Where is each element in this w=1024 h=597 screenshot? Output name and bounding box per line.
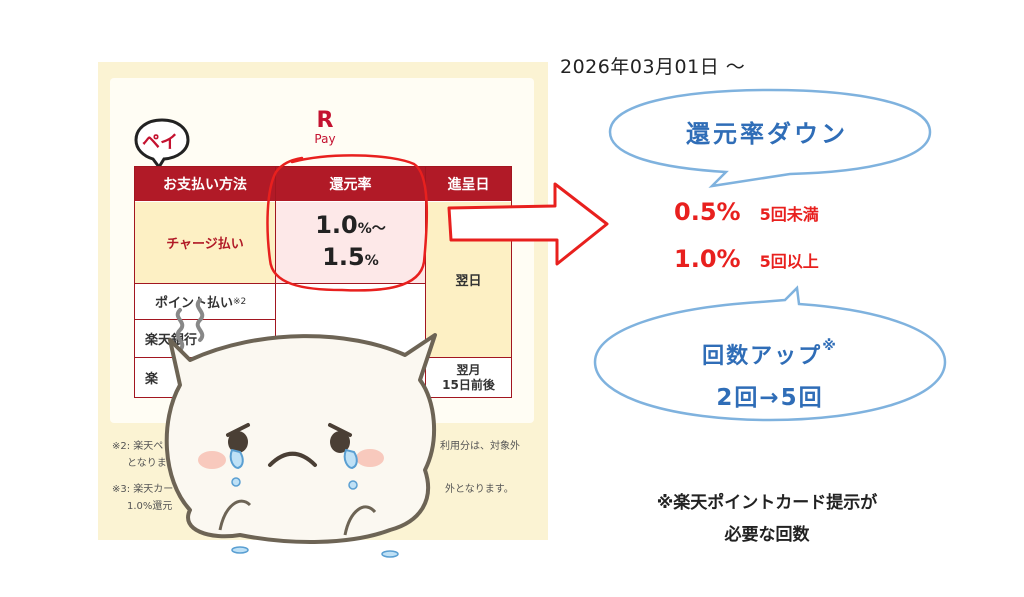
row1-method-text: チャージ払い: [166, 237, 244, 252]
footnote-line-2: 必要な回数: [724, 525, 810, 545]
pay-badge-text: ペイ: [142, 132, 178, 153]
rate-line-2-value: 1.0%: [674, 245, 741, 273]
grid-line: [135, 283, 426, 284]
note-3-start: ※3: 楽天カー: [112, 484, 174, 495]
note-2-start: ※2: 楽天ペ: [112, 441, 164, 452]
crying-character: [164, 298, 437, 558]
bubble-count-up: [593, 285, 947, 422]
row1-method: チャージ払い: [135, 202, 275, 283]
rakuten-pay-logo: R Pay: [305, 110, 345, 154]
rate-line-1-value: 0.5%: [674, 198, 741, 226]
rate-line-2: 1.0% 5回以上: [674, 245, 819, 273]
grid-line: [425, 167, 426, 397]
footnote-line-1: ※楽天ポイントカード提示が: [656, 493, 878, 513]
highlight-circle: [266, 154, 429, 292]
note-2-line2: となりま: [127, 458, 167, 469]
logo-r: R: [316, 108, 334, 133]
next-month-b: 15日前後: [442, 377, 495, 392]
bubble-count-up-title: 回数アップ※: [600, 338, 940, 370]
rate-b: 1.5: [322, 242, 365, 271]
note-3-line2: 1.0%還元: [127, 501, 173, 512]
row2-method-text: ポイント払い: [155, 296, 234, 311]
bubble-count-up-mark: ※: [822, 338, 838, 354]
row4-method-text: 楽: [145, 372, 159, 387]
rate-value: 1.0%～ 1.5%: [315, 211, 386, 275]
bubble-rate-down-text: 還元率ダウン: [686, 120, 848, 148]
effective-date: 2026年03月01日 ～: [560, 56, 746, 78]
row2-note: ※2: [233, 296, 247, 307]
next-day-text: 翌日: [455, 274, 482, 289]
rate-line-1: 0.5% 5回未満: [674, 198, 819, 226]
bubble-rate-down: [608, 88, 932, 188]
header-rate: 還元率: [276, 167, 425, 201]
bubble-count-up-title-text: 回数アップ: [702, 344, 823, 369]
grid-line: [135, 319, 276, 320]
reward-table: お支払い方法 還元率 進呈日 チャージ払い 1.0%～ 1.5% 翌日 ポイント…: [134, 166, 512, 398]
note-2-end: 利用分は、対象外: [440, 441, 520, 452]
arrow-right-icon: [447, 182, 609, 266]
row4-method: 楽: [135, 358, 285, 397]
rate-a: 1.0: [315, 210, 358, 239]
header-date: 進呈日: [426, 167, 511, 201]
rate-line-1-condition: 5回未満: [759, 205, 819, 224]
logo-pay: Pay: [314, 132, 336, 146]
rate-a-unit: %～: [357, 220, 386, 237]
rate-b-unit: %: [364, 252, 379, 269]
row1-rate: 1.0%～ 1.5%: [276, 202, 425, 283]
next-month-a: 翌月: [456, 362, 481, 377]
row2-method: ポイント払い ※2: [135, 284, 295, 319]
bubble-count-up-value: 2回→5回: [716, 385, 824, 411]
next-month-cell: 翌月 15日前後: [426, 358, 511, 397]
pay-badge: ペイ: [133, 118, 191, 170]
header-method: お支払い方法: [135, 167, 275, 201]
grid-line: [275, 167, 276, 397]
note-3-end: 外となります。: [445, 484, 514, 495]
rate-line-2-condition: 5回以上: [759, 252, 819, 271]
